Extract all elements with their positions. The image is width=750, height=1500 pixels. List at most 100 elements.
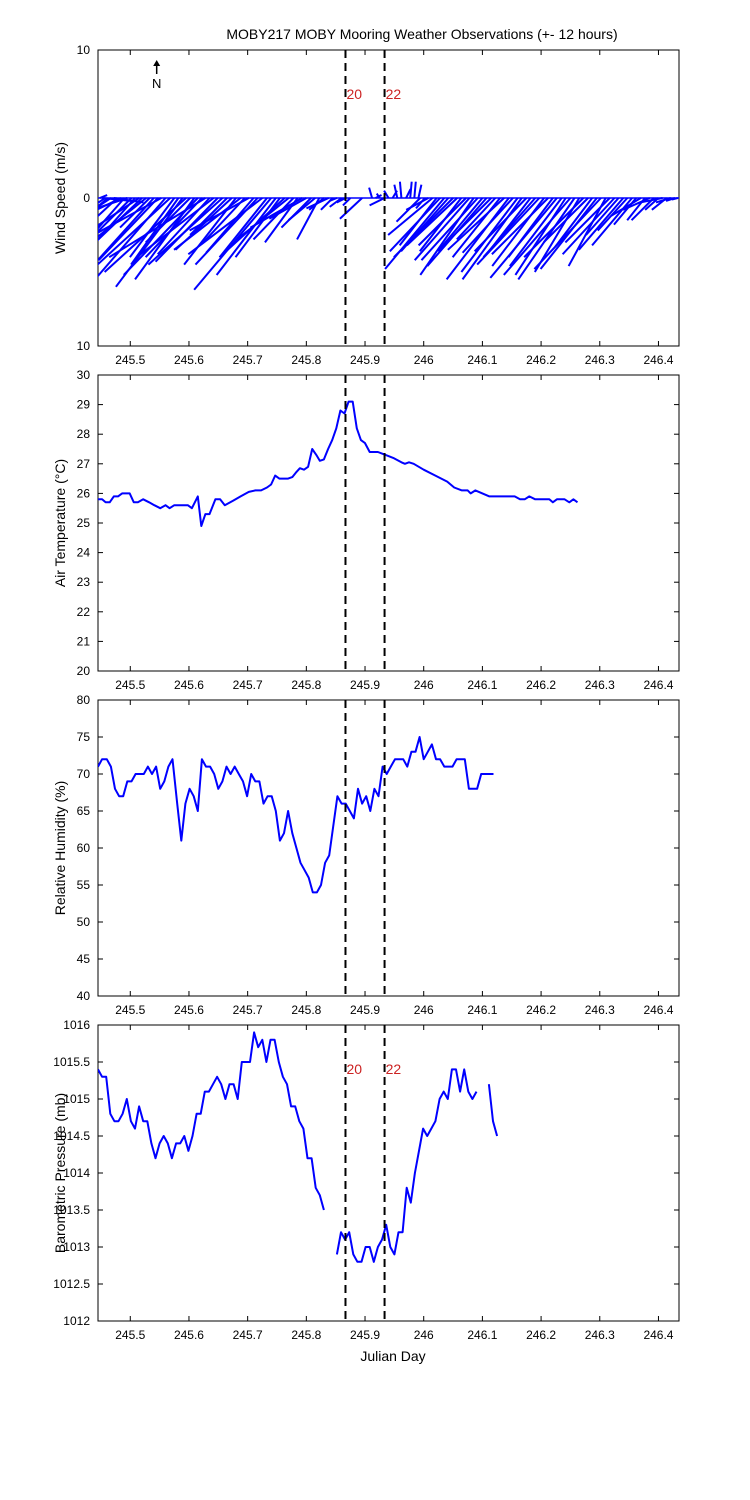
wind-stick (268, 197, 307, 220)
x-tick-label: 245.7 (233, 353, 263, 367)
y-tick-label: 55 (77, 878, 91, 892)
y-tick-label: 1014 (63, 1166, 90, 1180)
wind-stick (98, 197, 106, 205)
y-tick-label: 22 (77, 605, 91, 619)
wind-stick (405, 188, 412, 199)
wind-stick (420, 197, 479, 261)
wind-stick (523, 197, 585, 258)
wind-stick (447, 197, 505, 251)
x-tick-label: 246.4 (643, 1003, 673, 1017)
wind-stick (564, 197, 611, 244)
x-tick-label: 246.3 (585, 1328, 615, 1342)
y-tick-label: 27 (77, 457, 91, 471)
panel-relative-humidity: 40 45 50 55 60 65 70 75 80 245.5 245.6 245.7 245.8 24… (52, 693, 680, 1017)
y-tick-label: 21 (77, 634, 91, 648)
x-tick-label: 246.2 (526, 353, 556, 367)
panel-air-temperature: 20 21 22 23 24 25 26 27 28 29 30 245.5 245.6 245.7 245… (52, 368, 680, 692)
wind-stick (398, 181, 403, 199)
wind-stick (514, 197, 567, 276)
wind-stick (671, 197, 679, 201)
y-axis-label: Wind Speed (m/s) (52, 142, 68, 254)
wind-stick (389, 197, 441, 252)
wind-stick (393, 184, 399, 199)
north-arrow-icon (153, 60, 161, 66)
wind-stick (189, 197, 228, 236)
wind-stick (456, 197, 497, 241)
x-tick-label: 246.3 (585, 1003, 615, 1017)
wind-stick (215, 197, 277, 276)
x-tick-label: 245.6 (174, 1003, 204, 1017)
y-tick-label: 0 (83, 191, 90, 205)
y-tick-label: 1013 (63, 1240, 90, 1254)
wind-stick (578, 197, 625, 251)
wind-stick (406, 197, 458, 247)
wind-stick (419, 197, 475, 276)
wind-stick (98, 197, 171, 266)
wind-stick (655, 197, 672, 204)
wind-stick (336, 197, 347, 204)
wind-stick (395, 197, 421, 223)
wind-stick (473, 197, 528, 252)
x-tick-label: 246 (414, 678, 434, 692)
y-tick-label: 1013.5 (53, 1203, 90, 1217)
y-tick-label: 10 (77, 339, 91, 353)
wind-stick (252, 197, 295, 241)
y-tick-label: 1012.5 (53, 1277, 90, 1291)
y-tick-label: 40 (77, 989, 91, 1003)
x-axis-label: Julian Day (360, 1348, 425, 1364)
series-line (335, 1068, 478, 1263)
x-tick-label: 245.7 (233, 1328, 263, 1342)
series-line (98, 736, 494, 894)
wind-stick (393, 197, 454, 258)
wind-stick (342, 197, 352, 207)
wind-stick (622, 197, 651, 211)
wind-stick (383, 190, 390, 199)
wind-stick (375, 193, 381, 199)
wind-stick (249, 197, 303, 229)
x-tick-label: 246.3 (585, 353, 615, 367)
wind-stick (202, 197, 246, 244)
wind-stick (476, 197, 541, 266)
x-tick-label: 245.9 (350, 678, 380, 692)
wind-stick (130, 197, 180, 266)
x-tick-label: 246 (414, 353, 434, 367)
x-tick-label: 245.6 (174, 353, 204, 367)
panel-wind: 10 0 10 245.5 245.6 245.7 245.8 245.9 246 246.1 24… (52, 43, 680, 367)
wind-stick (136, 197, 215, 258)
marker-label: 22 (386, 1061, 402, 1077)
wind-stick (98, 197, 128, 209)
wind-stick (489, 197, 558, 279)
x-tick-label: 245.8 (291, 1328, 321, 1342)
wind-stick (509, 197, 563, 267)
x-tick-label: 246 (414, 1003, 434, 1017)
y-tick-label: 70 (77, 767, 91, 781)
y-tick-label: 29 (77, 398, 91, 412)
y-tick-label: 25 (77, 516, 91, 530)
data-layer (98, 181, 679, 291)
data-layer (98, 736, 494, 894)
wind-stick (409, 181, 413, 199)
x-tick-label: 245.8 (291, 678, 321, 692)
wind-stick (369, 197, 385, 207)
x-tick-label: 246.3 (585, 678, 615, 692)
wind-stick (610, 197, 642, 217)
wind-stick (306, 197, 330, 210)
y-tick-label: 45 (77, 952, 91, 966)
marker-label: 20 (346, 86, 362, 102)
marker-label: 20 (346, 1061, 362, 1077)
x-tick-label: 246.2 (526, 1003, 556, 1017)
y-tick-label: 1016 (63, 1018, 90, 1032)
x-tick-label: 246.2 (526, 678, 556, 692)
series-line (98, 400, 579, 527)
wind-stick (187, 197, 263, 256)
x-tick-label: 245.5 (115, 1003, 145, 1017)
wind-stick (99, 194, 108, 199)
wind-stick (147, 197, 224, 266)
wind-stick (640, 197, 663, 204)
y-tick-label: 20 (77, 664, 91, 678)
wind-stick (98, 197, 119, 218)
wind-stick (98, 197, 112, 208)
panel-barometric-pressure: 1012 1012.5 1013 1013.5 1014 1014.5 1015 1015.5… (52, 1018, 680, 1342)
wind-stick (561, 197, 616, 255)
y-tick-label: 24 (77, 546, 91, 560)
